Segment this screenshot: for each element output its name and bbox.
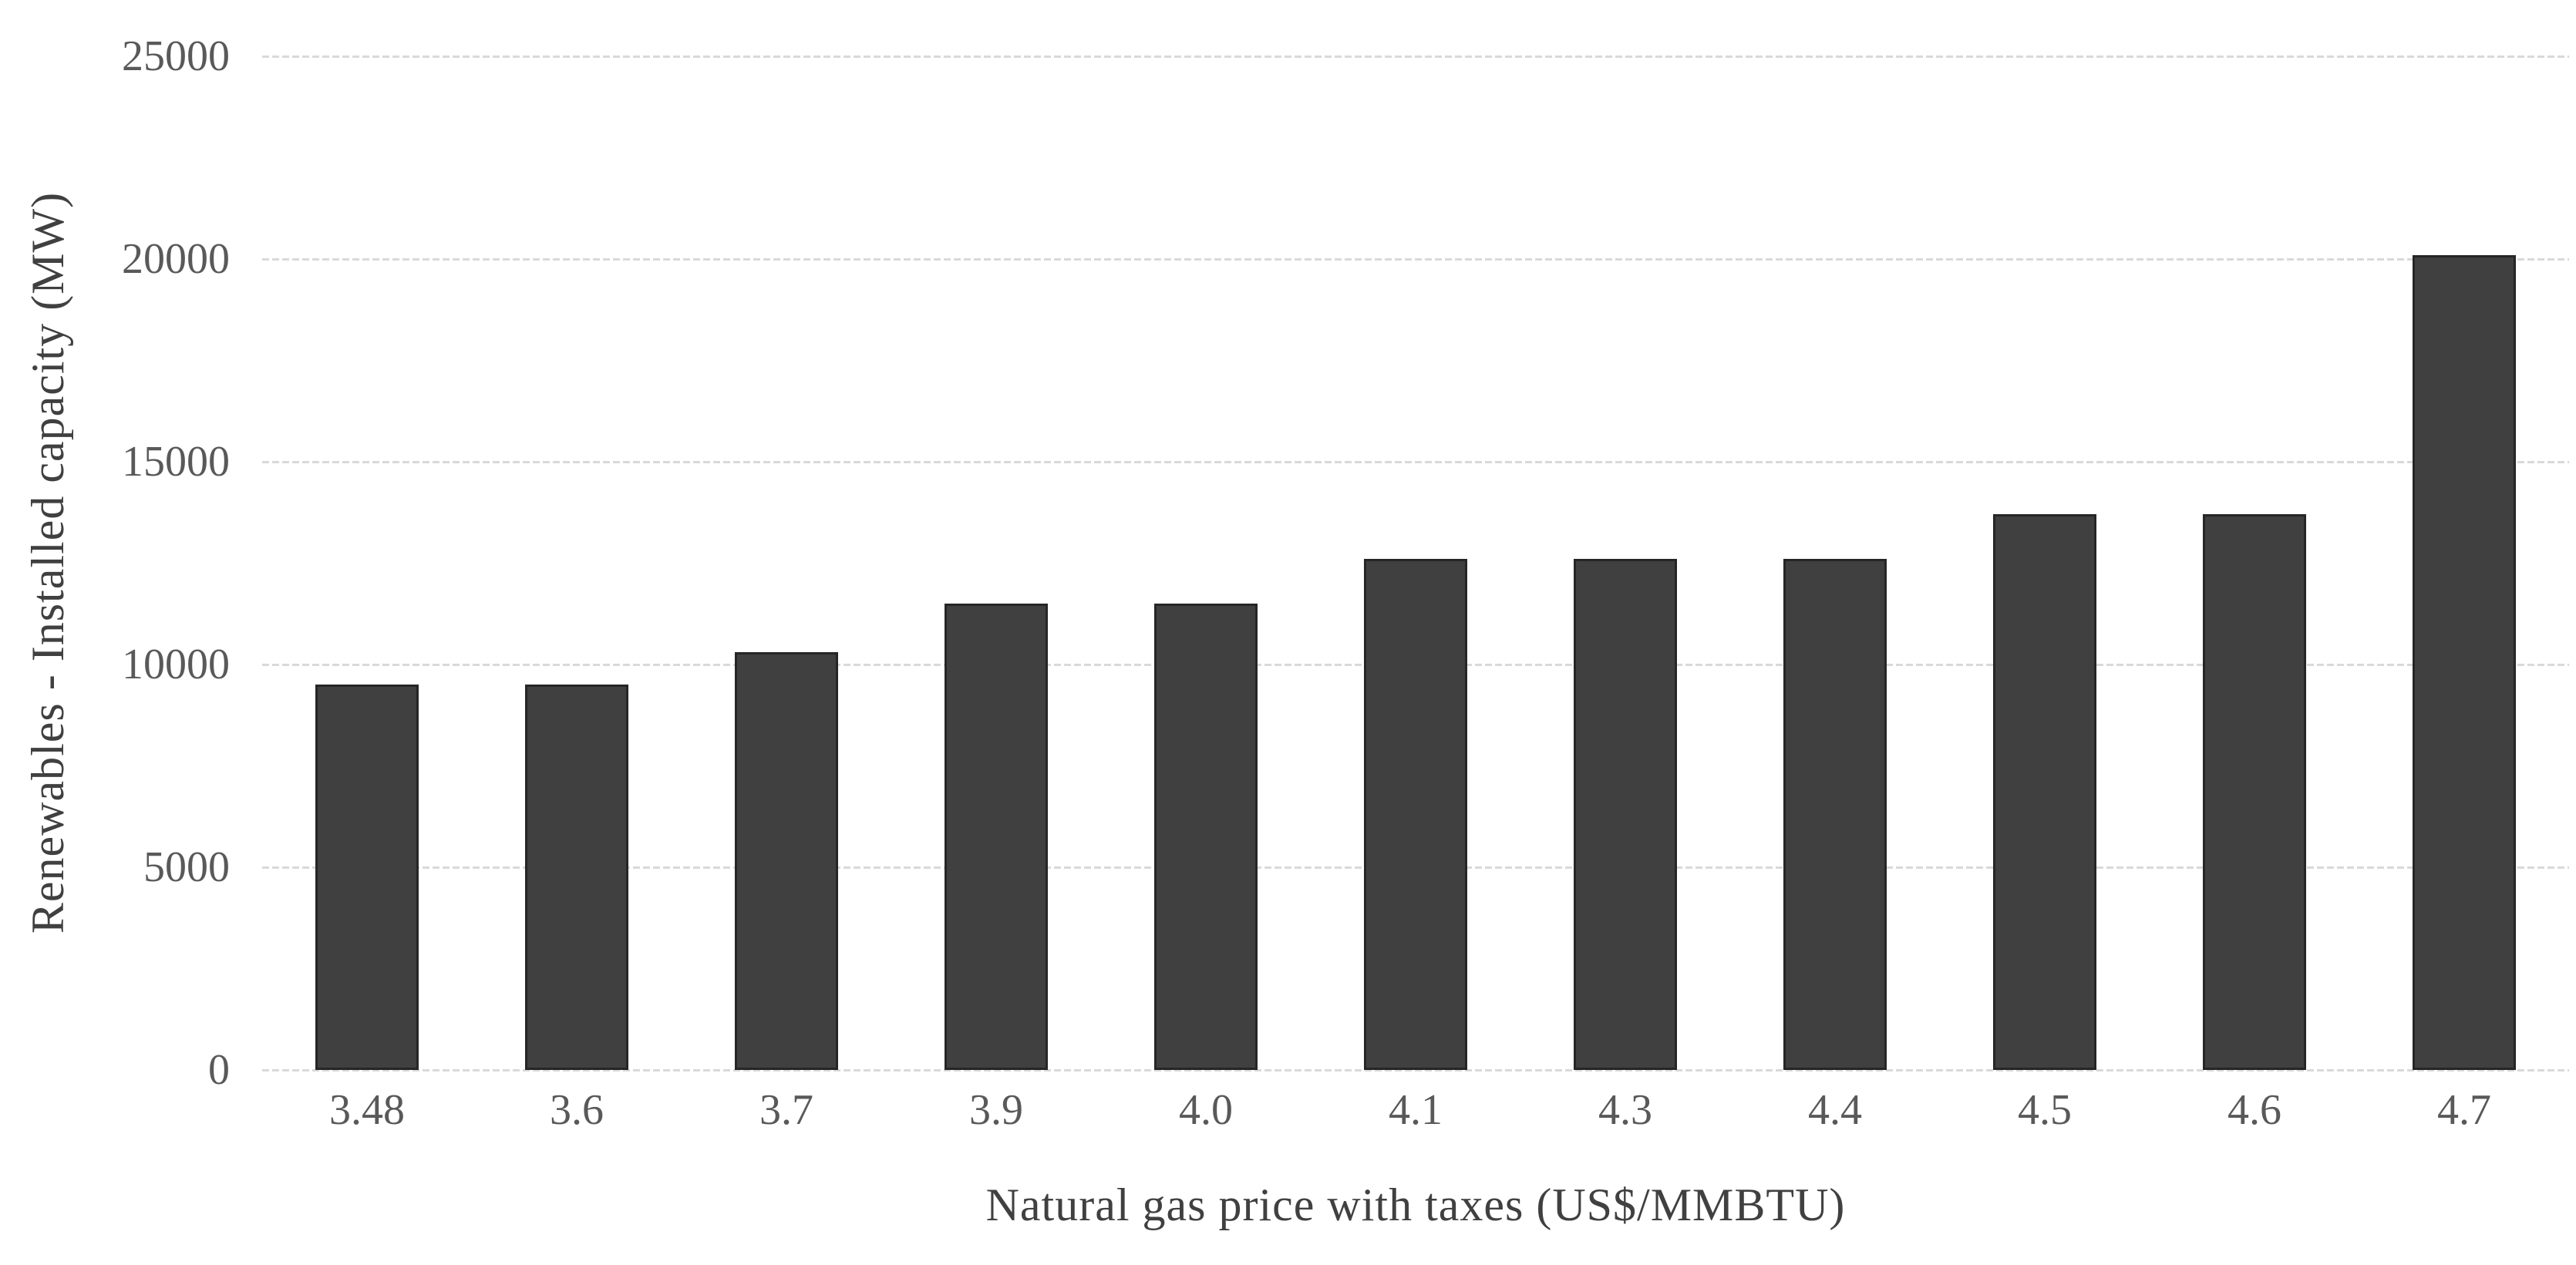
x-axis-tick-labels: 3.48 3.6 3.7 3.9 4.0 4.1 4.3 4.4 4.5 4.6 4.7 <box>262 1088 2569 1142</box>
bar-3.9 <box>944 604 1049 1070</box>
x-tick-label: 4.6 <box>2227 1086 2281 1134</box>
y-gridline <box>262 460 2569 463</box>
bar-4.3 <box>1573 559 1678 1070</box>
bar-4.7 <box>2412 254 2517 1070</box>
bar-4.1 <box>1363 559 1468 1070</box>
y-tick-label: 5000 <box>143 843 230 891</box>
x-tick-label: 4.4 <box>1808 1086 1862 1134</box>
x-tick-label: 4.0 <box>1179 1086 1233 1134</box>
x-tick-label: 3.6 <box>550 1086 604 1134</box>
x-axis-title: Natural gas price with taxes (US$/MMBTU) <box>985 1179 1846 1230</box>
bar-4.0 <box>1153 604 1258 1070</box>
x-tick-label: 4.5 <box>2018 1086 2072 1134</box>
y-tick-label: 0 <box>208 1046 230 1094</box>
plot-area <box>262 55 2569 1072</box>
x-tick-label: 4.7 <box>2437 1086 2491 1134</box>
y-gridline <box>262 257 2569 261</box>
x-tick-label: 3.48 <box>329 1086 405 1134</box>
y-tick-label: 20000 <box>122 235 230 283</box>
y-tick-label: 25000 <box>122 32 230 80</box>
y-tick-label: 10000 <box>122 641 230 688</box>
bar-4.6 <box>2202 514 2307 1070</box>
bar-3.48 <box>315 685 419 1070</box>
y-gridline <box>262 1068 2569 1072</box>
y-tick-label: 15000 <box>122 438 230 486</box>
bar-4.5 <box>1992 514 2097 1070</box>
x-tick-label: 4.1 <box>1389 1086 1443 1134</box>
bar-3.6 <box>524 685 629 1070</box>
x-tick-label: 3.9 <box>969 1086 1023 1134</box>
y-gridline <box>262 55 2569 58</box>
y-axis-tick-labels: 0 5000 10000 15000 20000 25000 <box>0 35 230 1092</box>
bar-3.7 <box>734 652 839 1070</box>
bar-4.4 <box>1783 559 1887 1070</box>
x-tick-label: 3.7 <box>759 1086 813 1134</box>
x-tick-label: 4.3 <box>1598 1086 1652 1134</box>
